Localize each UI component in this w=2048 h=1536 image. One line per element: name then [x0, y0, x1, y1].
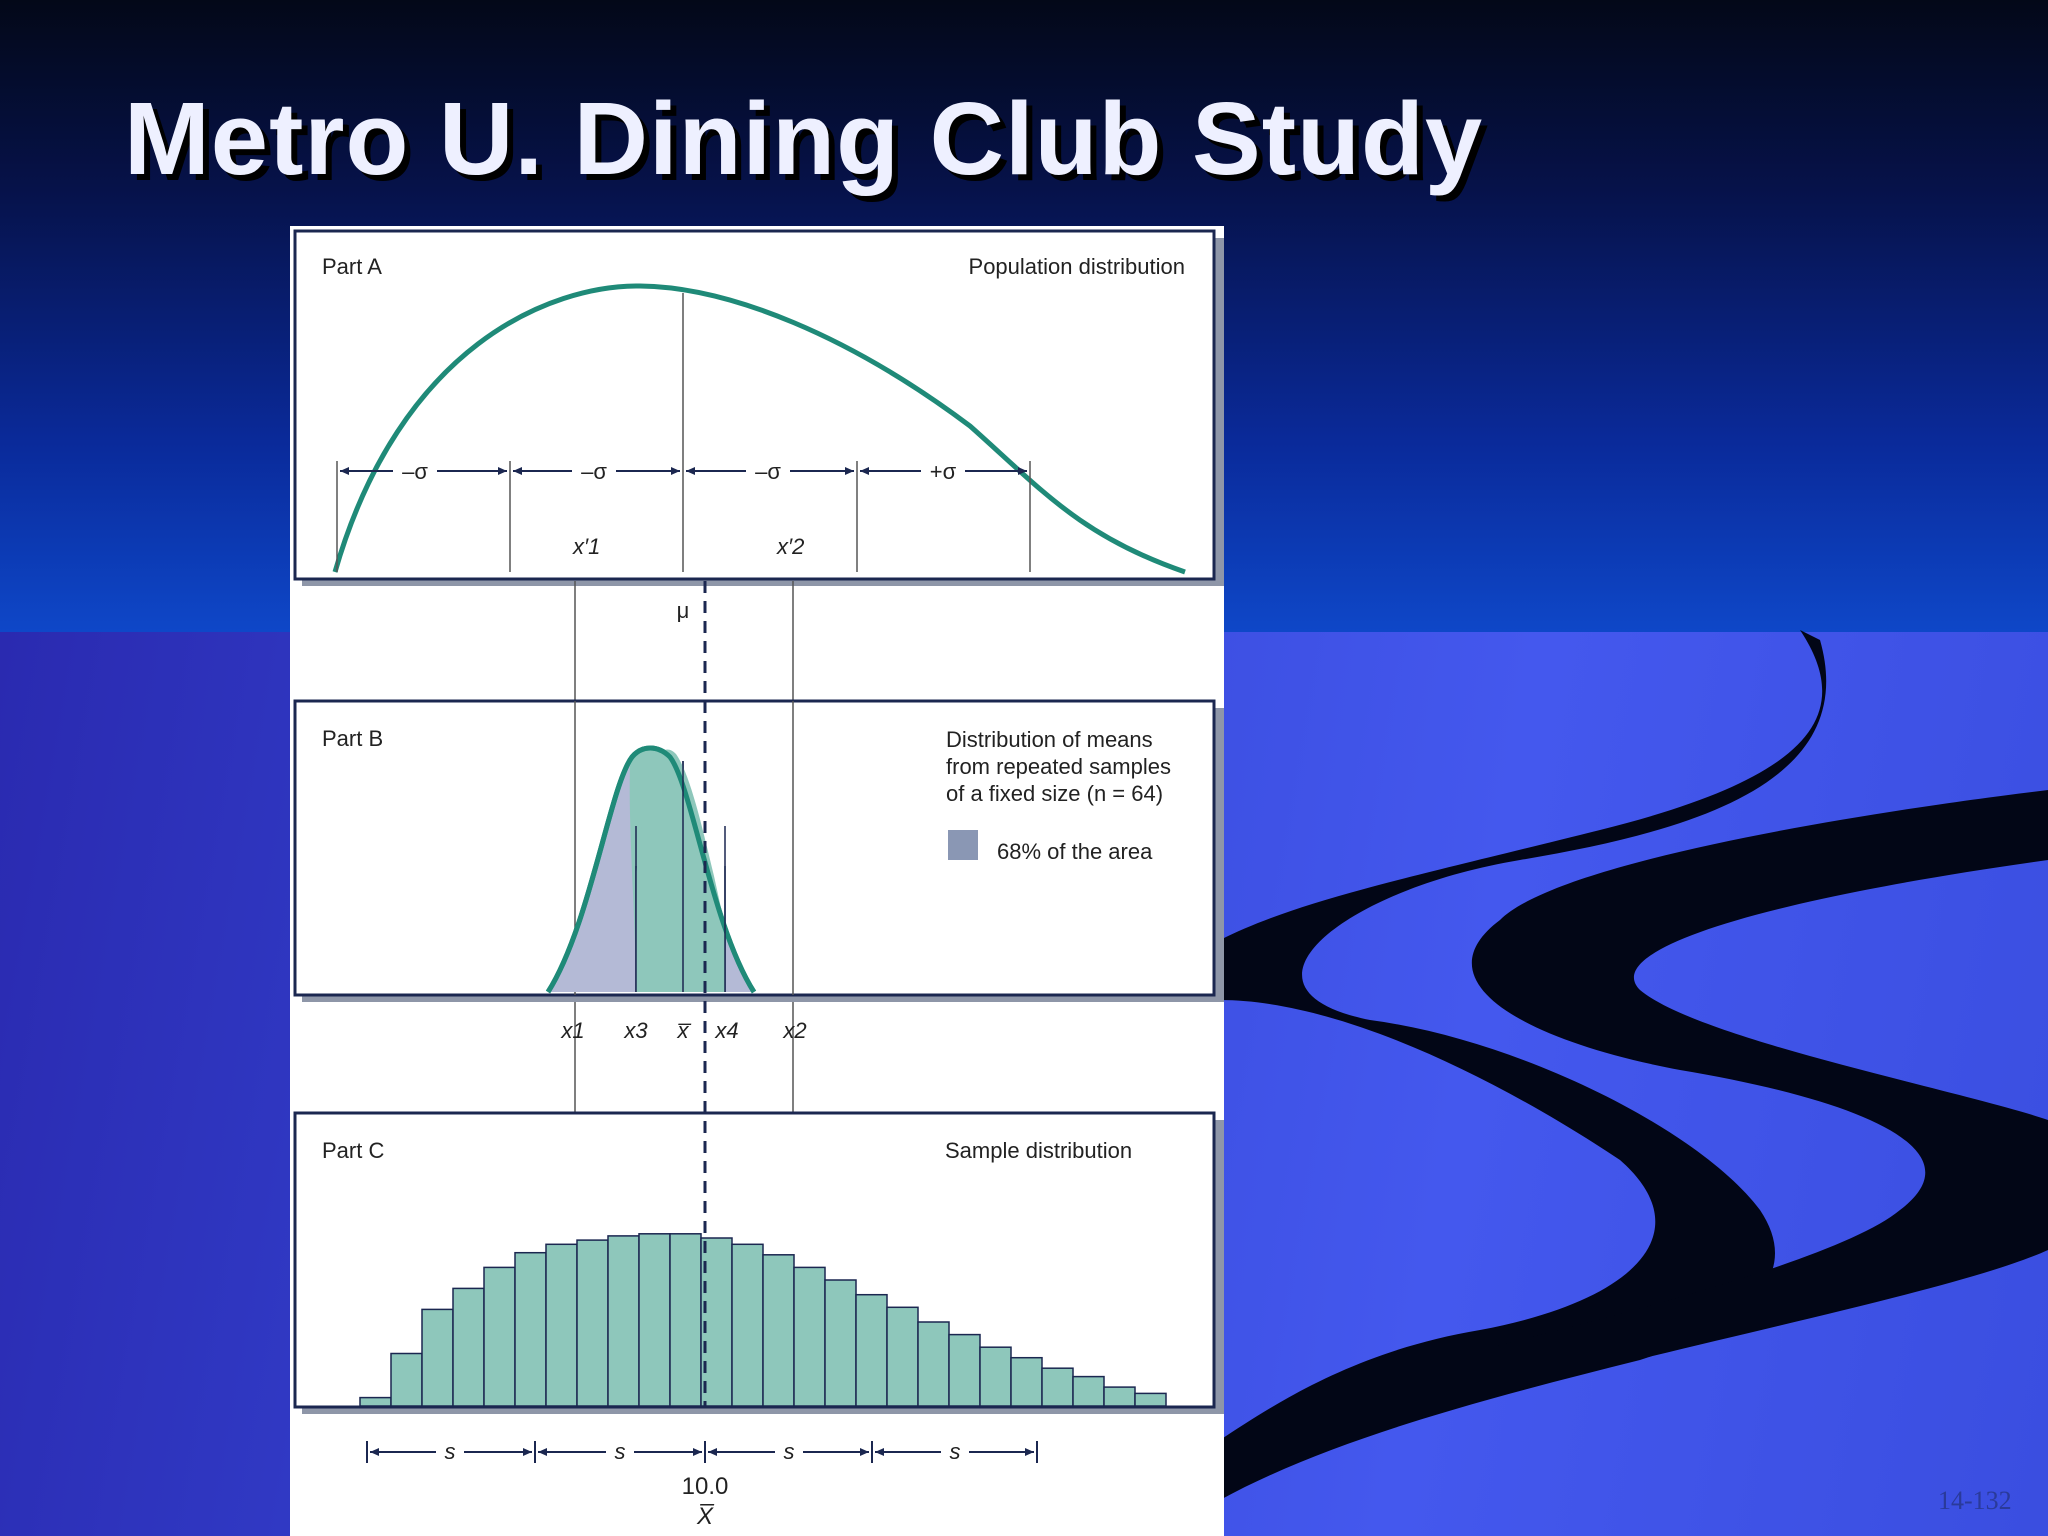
part-c-caption: Sample distribution: [945, 1138, 1132, 1163]
x-prime-2-label: x′2: [776, 534, 804, 559]
histogram-bar: [731, 1243, 764, 1407]
histogram-bar: [917, 1321, 950, 1407]
slide-number: 14-132: [1938, 1486, 2012, 1515]
label-x3: x3: [623, 1018, 648, 1043]
histogram-bar: [390, 1352, 423, 1407]
sigma-label-2: –σ: [581, 459, 607, 484]
panel-a-frame: [293, 229, 1216, 581]
axis-symbol-label: X̅: [696, 1503, 715, 1530]
ribbon-lower: [1471, 790, 2048, 1400]
figure: Part A Population distribution –σ –σ –σ …: [290, 226, 1224, 1536]
panel-part-b: Part B Distribution of means from repeat…: [293, 699, 1224, 1002]
histogram-bar: [359, 1396, 392, 1407]
s-label-4: s: [950, 1439, 961, 1464]
population-curve: [332, 283, 1186, 575]
histogram-bar: [1072, 1375, 1105, 1407]
part-a-label: Part A: [322, 254, 382, 279]
histogram-bar: [979, 1346, 1012, 1407]
mu-label: μ: [677, 598, 690, 623]
histogram-bar: [545, 1243, 578, 1407]
center-value-label: 10.0: [682, 1473, 729, 1500]
label-x2: x2: [782, 1018, 806, 1043]
part-c-label: Part C: [322, 1138, 384, 1163]
histogram-bar: [421, 1308, 454, 1407]
part-b-caption-1: Distribution of means: [946, 727, 1153, 752]
histogram-bar: [886, 1306, 919, 1407]
histogram-bar: [855, 1293, 888, 1407]
histogram-bar: [514, 1251, 547, 1407]
histogram-bar: [607, 1235, 640, 1407]
area-one-sd: [636, 749, 725, 992]
s-label-1: s: [445, 1439, 456, 1464]
histogram-bar: [1041, 1367, 1074, 1407]
histogram-bar: [483, 1266, 516, 1407]
part-b-caption-3: of a fixed size (n = 64): [946, 781, 1163, 806]
label-x1: x1: [560, 1018, 584, 1043]
histogram-bar: [762, 1254, 795, 1407]
legend-label: 68% of the area: [997, 839, 1153, 864]
histogram-bar: [452, 1287, 485, 1407]
s-label-2: s: [615, 1439, 626, 1464]
ribbon-upper: [1220, 630, 1827, 1500]
sigma-label-1: –σ: [402, 459, 428, 484]
histogram-bar: [1134, 1392, 1167, 1407]
panel-part-a: Part A Population distribution –σ –σ –σ …: [293, 229, 1224, 586]
histogram-bar: [1010, 1356, 1043, 1407]
sigma-label-3: –σ: [755, 459, 781, 484]
x-prime-1-label: x′1: [572, 534, 600, 559]
legend-swatch: [948, 830, 978, 860]
histogram-bar: [669, 1233, 702, 1407]
label-x4: x4: [714, 1018, 738, 1043]
panel-part-c: Part C Sample distribution: [293, 1111, 1224, 1414]
histogram-bar: [1103, 1386, 1136, 1407]
slide-title: Metro U. Dining Club Study: [124, 81, 1484, 196]
part-b-label: Part B: [322, 726, 383, 751]
s-label-3: s: [784, 1439, 795, 1464]
histogram-bar: [793, 1266, 826, 1407]
histogram-bar: [638, 1233, 671, 1407]
histogram-bar: [824, 1279, 857, 1407]
part-b-caption-2: from repeated samples: [946, 754, 1171, 779]
part-a-caption: Population distribution: [969, 254, 1185, 279]
histogram-bar: [576, 1239, 609, 1407]
panel-b-frame: [293, 699, 1216, 997]
histogram-bars: [359, 1233, 1167, 1407]
histogram-bar: [948, 1333, 981, 1407]
sigma-label-4: +σ: [930, 459, 957, 484]
label-xbar: x̅: [677, 1018, 692, 1043]
